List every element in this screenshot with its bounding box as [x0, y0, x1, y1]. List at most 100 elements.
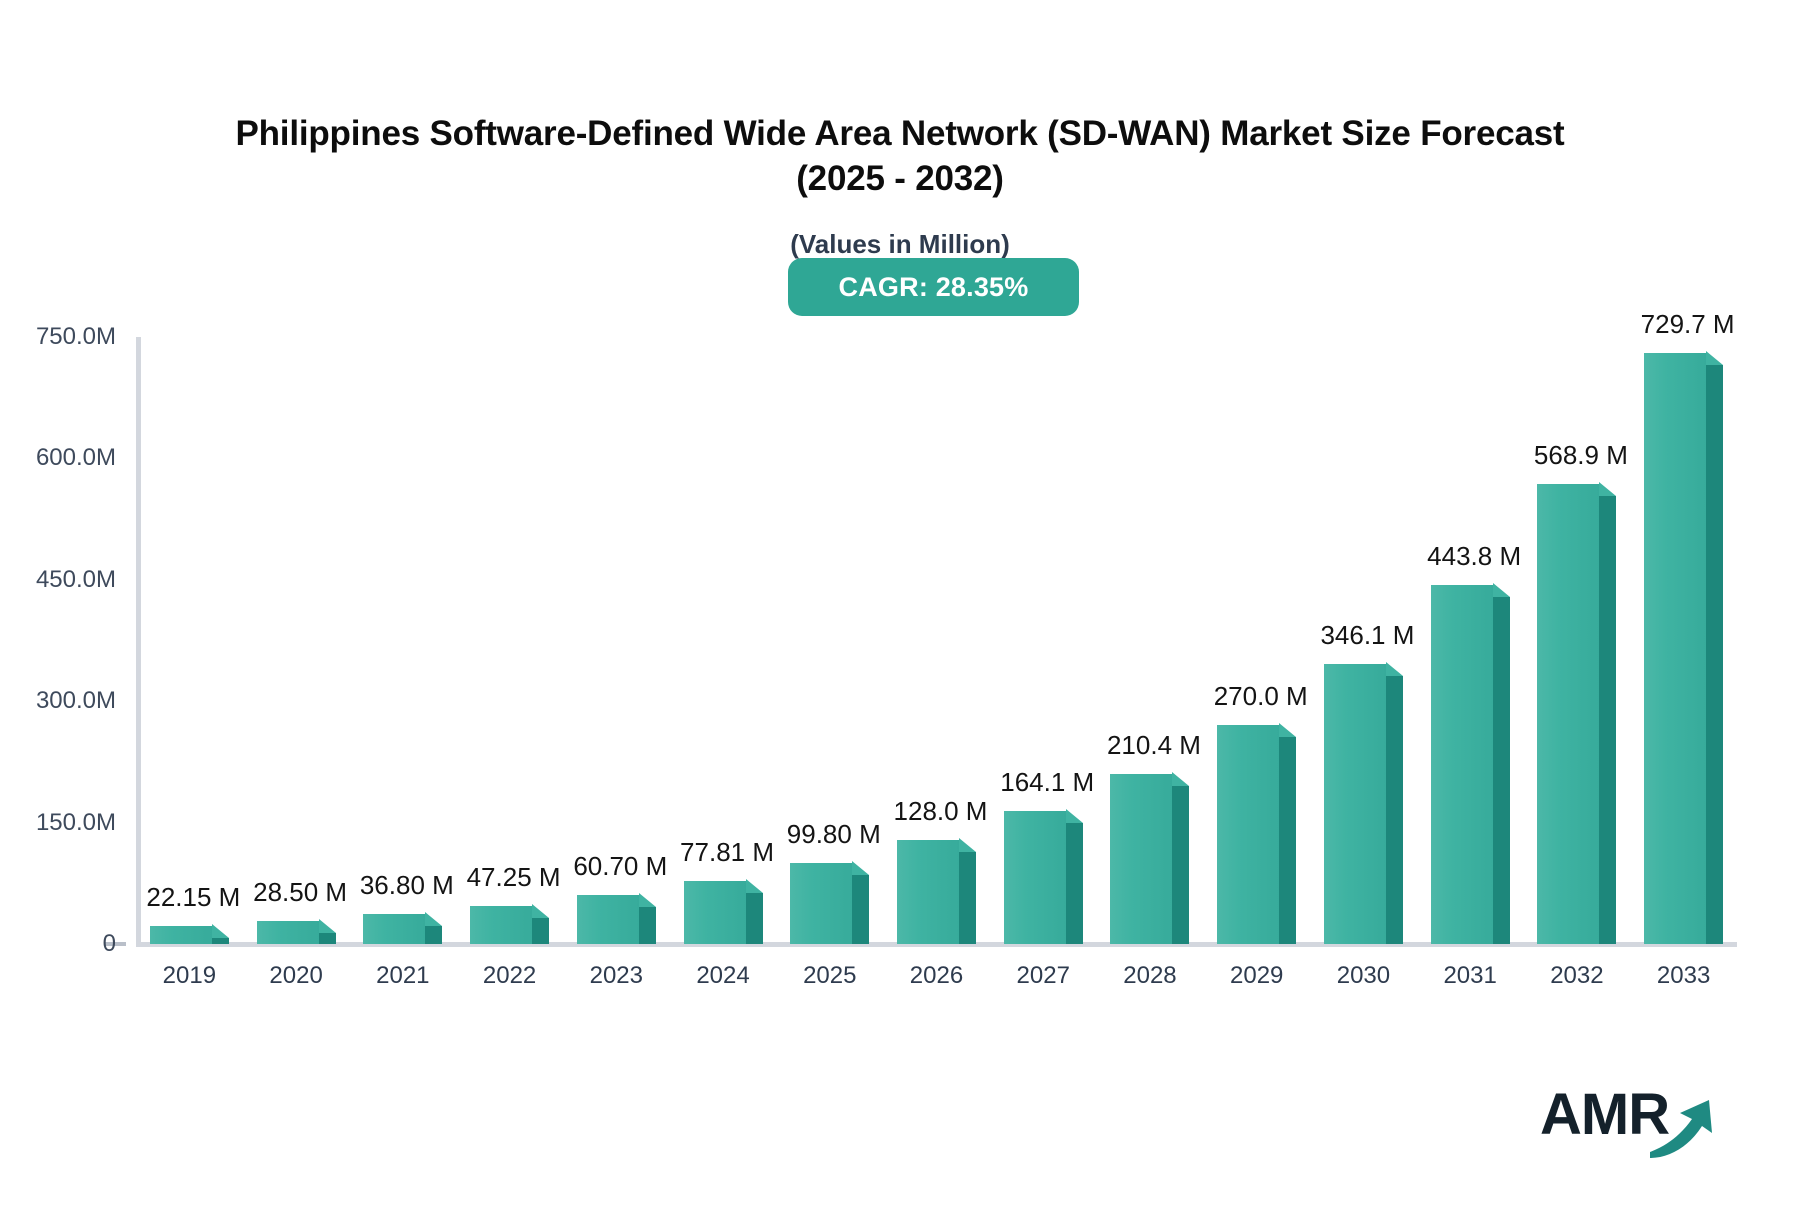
bar-front-face [1323, 663, 1386, 944]
bar-value-label-2022: 47.25 M [466, 861, 561, 892]
bar-value-label-2021: 36.80 M [359, 870, 454, 901]
bar-top-bevel [532, 903, 550, 918]
bar-2027[interactable] [1003, 809, 1083, 944]
bar-2031[interactable] [1430, 582, 1510, 944]
bar-front-face [576, 894, 639, 944]
y-axis-tick-0: 0 [102, 930, 116, 957]
y-axis-tick-5: 750.0M [35, 323, 116, 350]
bar-2022[interactable] [470, 903, 550, 944]
bar-value-label-2030: 346.1 M [1320, 619, 1415, 650]
bar-side-face [318, 932, 336, 944]
bar-front-face [1644, 353, 1707, 944]
amr-logo-text: AMR [1540, 1082, 1670, 1147]
cagr-badge: CAGR: 28.35% [788, 258, 1079, 316]
bar-value-label-2026: 128.0 M [893, 796, 988, 827]
bar-side-face [1279, 737, 1297, 944]
bar-front-face [1110, 773, 1173, 944]
bar-side-face [1172, 785, 1190, 944]
bar-front-face [1430, 584, 1493, 944]
chart-title-line-2: (2025 - 2032) [796, 158, 1004, 198]
amr-logo: AMR [1540, 1086, 1730, 1166]
x-axis-tick-2030: 2030 [1336, 962, 1391, 989]
bar-side-face [1065, 823, 1083, 944]
bar-2029[interactable] [1217, 723, 1297, 944]
bar-top-bevel [425, 912, 443, 927]
y-axis-tick-4: 600.0M [35, 444, 116, 472]
x-axis-tick-2019: 2019 [162, 962, 217, 989]
amr-arrow-icon [1650, 1100, 1712, 1158]
bar-side-face [852, 875, 870, 944]
bar-side-face [1599, 495, 1617, 944]
x-axis-line [136, 942, 1737, 947]
bar-side-face [745, 893, 763, 944]
bar-front-face [256, 920, 319, 944]
bar-top-bevel [1065, 809, 1083, 824]
chart-title-line-1: Philippines Software-Defined Wide Area N… [235, 114, 1565, 153]
bar-value-label-2032: 568.9 M [1533, 439, 1628, 470]
bar-top-bevel [1492, 582, 1510, 597]
chart-subtitle: (Values in Million) [790, 229, 1010, 259]
bar-top-bevel [852, 861, 870, 876]
bar-top-bevel [211, 924, 229, 939]
bar-front-face [363, 914, 426, 944]
bar-2024[interactable] [683, 879, 763, 944]
bar-front-face [790, 863, 853, 944]
bar-side-face [1706, 365, 1724, 944]
x-axis-tick-2027: 2027 [1016, 962, 1070, 989]
bar-2033[interactable] [1644, 351, 1724, 944]
bar-2021[interactable] [363, 912, 443, 944]
chart-title-block: Philippines Software-Defined Wide Area N… [120, 112, 1680, 202]
x-axis-tick-2032: 2032 [1550, 962, 1604, 989]
bar-2019[interactable] [149, 924, 229, 944]
bar-2032[interactable] [1537, 481, 1617, 944]
bar-2023[interactable] [576, 892, 656, 944]
bar-front-face [1537, 483, 1600, 944]
x-axis-tick-2031: 2031 [1443, 962, 1497, 989]
bar-front-face [897, 840, 959, 944]
bar-value-label-2024: 77.81 M [680, 837, 775, 868]
bar-side-face [1385, 675, 1403, 944]
x-axis-tick-2026: 2026 [909, 962, 964, 989]
bar-value-label-2023: 60.70 M [573, 850, 668, 881]
bar-side-face [532, 917, 550, 944]
y-axis-line [136, 337, 141, 945]
x-axis-tick-2024: 2024 [696, 962, 750, 989]
bar-side-face [638, 906, 656, 944]
bar-top-bevel [1385, 661, 1403, 676]
bar-2028[interactable] [1110, 771, 1190, 944]
bar-value-label-2028: 210.4 M [1106, 729, 1201, 760]
bar-value-label-2033: 729.7 M [1640, 309, 1735, 340]
bar-top-bevel [638, 892, 656, 907]
bar-side-face [959, 852, 976, 944]
bar-2020[interactable] [256, 918, 336, 944]
y-axis-zero-tick [104, 942, 126, 946]
bar-top-bevel [318, 918, 336, 933]
bar-2026[interactable] [897, 838, 976, 944]
bar-value-label-2027: 164.1 M [1000, 767, 1095, 798]
cagr-badge-label: CAGR: 28.35% [838, 271, 1029, 302]
bar-2025[interactable] [790, 861, 870, 944]
x-axis-tick-2029: 2029 [1229, 962, 1284, 989]
bar-side-face [425, 926, 443, 944]
bar-side-face [211, 938, 229, 944]
x-axis-tick-2021: 2021 [376, 962, 430, 989]
bar-top-bevel [745, 879, 763, 894]
bar-top-bevel [1279, 723, 1297, 738]
bar-value-label-2020: 28.50 M [253, 876, 348, 907]
bar-front-face [470, 905, 533, 944]
x-axis-tick-2025: 2025 [803, 962, 857, 989]
bar-value-label-2029: 270.0 M [1213, 681, 1308, 712]
x-axis-tick-2020: 2020 [269, 962, 323, 989]
bar-2030[interactable] [1323, 661, 1403, 944]
x-axis-tick-2028: 2028 [1123, 962, 1177, 989]
bar-side-face [1492, 596, 1510, 944]
bar-front-face [1003, 811, 1066, 944]
bar-top-bevel [959, 838, 976, 853]
bar-front-face [149, 926, 212, 944]
x-axis-tick-2023: 2023 [589, 962, 643, 989]
y-axis-tick-1: 150.0M [35, 808, 116, 836]
y-axis-tick-2: 300.0M [35, 687, 116, 715]
bar-front-face [1217, 725, 1280, 944]
